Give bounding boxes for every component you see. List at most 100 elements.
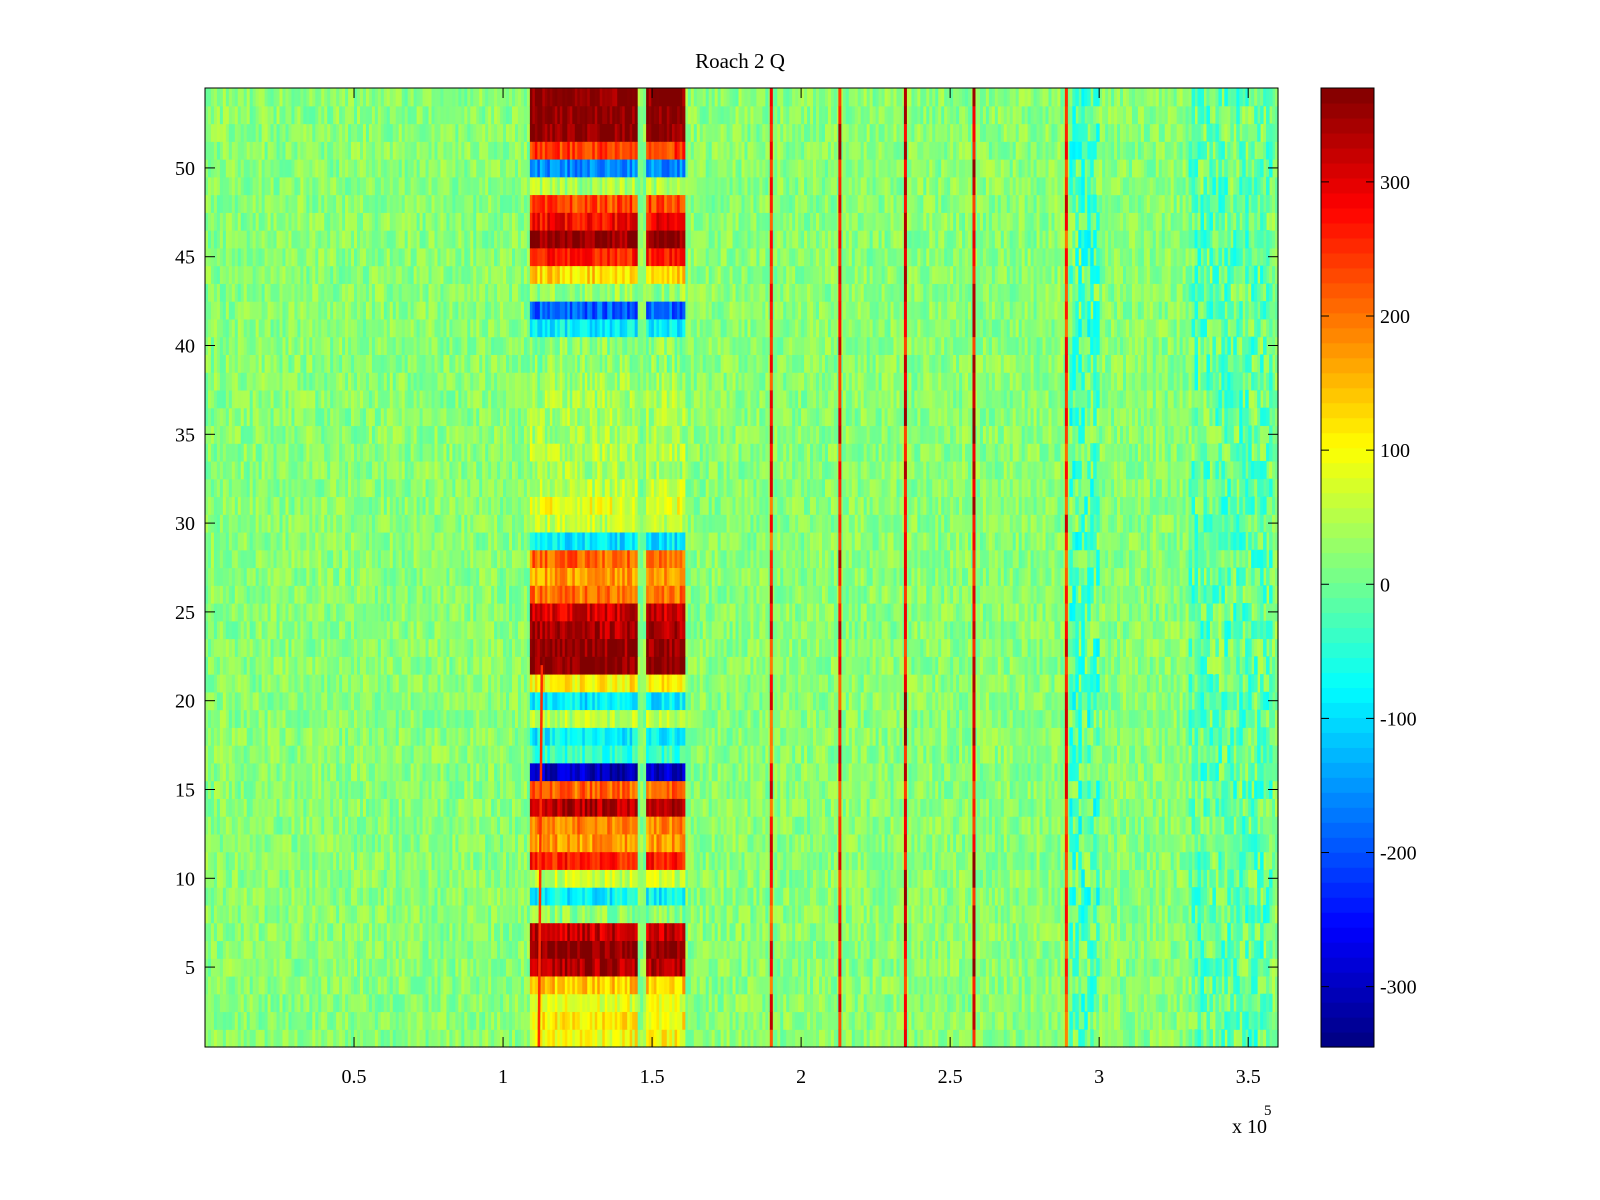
block-cell [562,389,566,409]
block-cell [666,887,670,906]
block-cell [632,159,636,178]
block-cell [549,194,553,213]
block-cell [651,603,655,622]
block-cell [542,922,546,941]
block-cell [664,585,668,604]
block-cell [559,745,563,764]
block-cell [671,443,676,462]
block-cell [537,407,541,426]
block-cell [607,904,611,924]
block-cell [682,833,686,853]
block-cell [674,816,678,835]
block-cell [646,123,650,142]
block-cell [634,603,638,622]
block-cell [579,816,583,835]
block-cell [587,372,591,391]
block-cell [614,674,618,693]
block-cell [547,1029,551,1048]
block-cell [542,336,546,355]
block-cell [607,283,611,302]
block-cell [569,389,573,409]
block-cell [547,496,551,515]
block-cell [587,1011,591,1030]
block-cell [584,975,588,995]
block-cell [577,745,581,764]
block-cell [669,638,673,657]
block-cell [589,638,593,657]
block-cell [549,975,553,995]
block-cell [646,336,650,355]
block-cell [669,159,673,178]
block-cell [539,975,543,995]
block-cell [539,389,543,409]
block-cell [651,674,655,693]
block-cell [682,176,686,196]
block-cell [542,620,546,640]
block-cell [617,301,621,320]
block-cell [624,336,628,355]
block-cell [602,425,606,444]
block-cell [552,88,556,107]
block-cell [557,727,561,746]
block-cell [619,247,623,267]
block-cell [567,798,571,817]
block-cell [559,265,563,284]
block-cell [597,372,601,391]
block-cell [542,318,546,338]
block-cell [559,958,563,977]
block-cell [624,318,628,338]
block-cell [664,176,668,196]
block-cell [572,283,576,302]
block-cell [584,283,588,302]
block-cell [572,443,576,462]
block-cell [627,1029,631,1048]
block-cell [612,1029,616,1048]
block-cell [579,336,583,355]
block-cell [671,780,676,799]
block-cell [679,549,683,568]
block-cell [539,478,543,497]
block-cell [567,975,571,995]
block-cell [656,531,660,551]
block-cell [542,691,546,711]
block-cell [532,88,536,107]
block-cell [604,638,608,657]
block-cell [589,496,593,515]
block-cell [567,336,571,355]
block-cell [594,283,598,302]
block-cell [664,159,668,178]
block-cell [666,851,670,870]
block-cell [609,336,613,355]
block-cell [534,478,538,497]
block-cell [634,762,638,782]
block-cell [653,674,657,693]
block-cell [544,354,548,373]
block-cell [552,159,556,178]
block-cell [584,780,588,799]
block-cell [587,656,591,675]
block-cell [671,123,676,142]
y-tick-label: 50 [175,158,195,180]
block-cell [592,336,596,355]
block-cell [679,816,683,835]
block-cell [679,833,683,853]
block-cell [597,531,601,551]
block-cell [584,709,588,728]
block-cell [579,585,583,604]
block-cell [564,958,568,977]
block-cell [549,301,553,320]
block-cell [579,638,583,657]
block-cell [648,762,652,782]
block-cell [584,194,588,213]
block-cell [597,389,601,409]
block-cell [677,798,681,817]
block-cell [669,922,673,941]
block-cell [669,798,673,817]
block-cell [529,833,533,853]
block-cell [599,372,603,391]
block-cell [539,887,543,906]
block-cell [534,709,538,728]
block-cell [674,851,678,870]
block-cell [682,887,686,906]
block-cell [622,816,626,835]
